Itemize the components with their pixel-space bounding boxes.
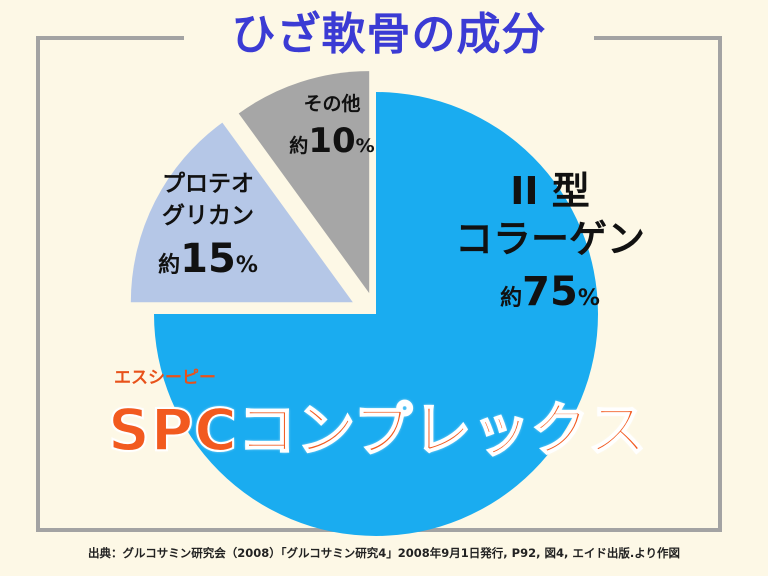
collagen-number: 75 <box>522 269 578 315</box>
spc-ruby: エスシーピー <box>114 368 216 388</box>
collagen-prefix: 約 <box>500 286 523 311</box>
pie-slice-proteoglycan <box>130 122 353 303</box>
collagen-name: コラーゲン <box>454 217 645 261</box>
proteoglycan-prefix: 約 <box>158 253 181 278</box>
other-name: その他 <box>303 93 361 115</box>
other-prefix: 約 <box>289 135 309 157</box>
slice-label-other: その他 約10% <box>272 90 392 170</box>
title-box: ひざ軟骨の成分 <box>184 0 594 70</box>
proteoglycan-number: 15 <box>180 236 236 282</box>
collagen-suffix: % <box>577 286 600 311</box>
other-suffix: % <box>355 135 375 157</box>
slice-label-proteoglycan: プロテオ グリカン 約15% <box>128 168 288 294</box>
other-percent: 約10% <box>272 118 392 170</box>
other-number: 10 <box>308 121 356 161</box>
proteoglycan-line2: グリカン <box>162 203 254 229</box>
proteoglycan-percent: 約15% <box>128 232 288 294</box>
proteoglycan-line1: プロテオ <box>162 171 254 197</box>
collagen-percent: 約75% <box>440 264 660 328</box>
chart-title: ひざ軟骨の成分 <box>231 9 547 60</box>
proteoglycan-suffix: % <box>235 253 258 278</box>
collagen-type: II 型 <box>510 169 590 213</box>
pie-slice-other <box>238 71 370 294</box>
slice-label-collagen: II 型 コラーゲン 約75% <box>440 168 660 328</box>
spc-complex-label: SPCコンプレックス <box>107 395 648 465</box>
source-note: 出典：グルコサミン研究会（2008）「グルコサミン研究4」2008年9月1日発行… <box>88 546 680 560</box>
pie-slice-collagen <box>154 92 598 536</box>
